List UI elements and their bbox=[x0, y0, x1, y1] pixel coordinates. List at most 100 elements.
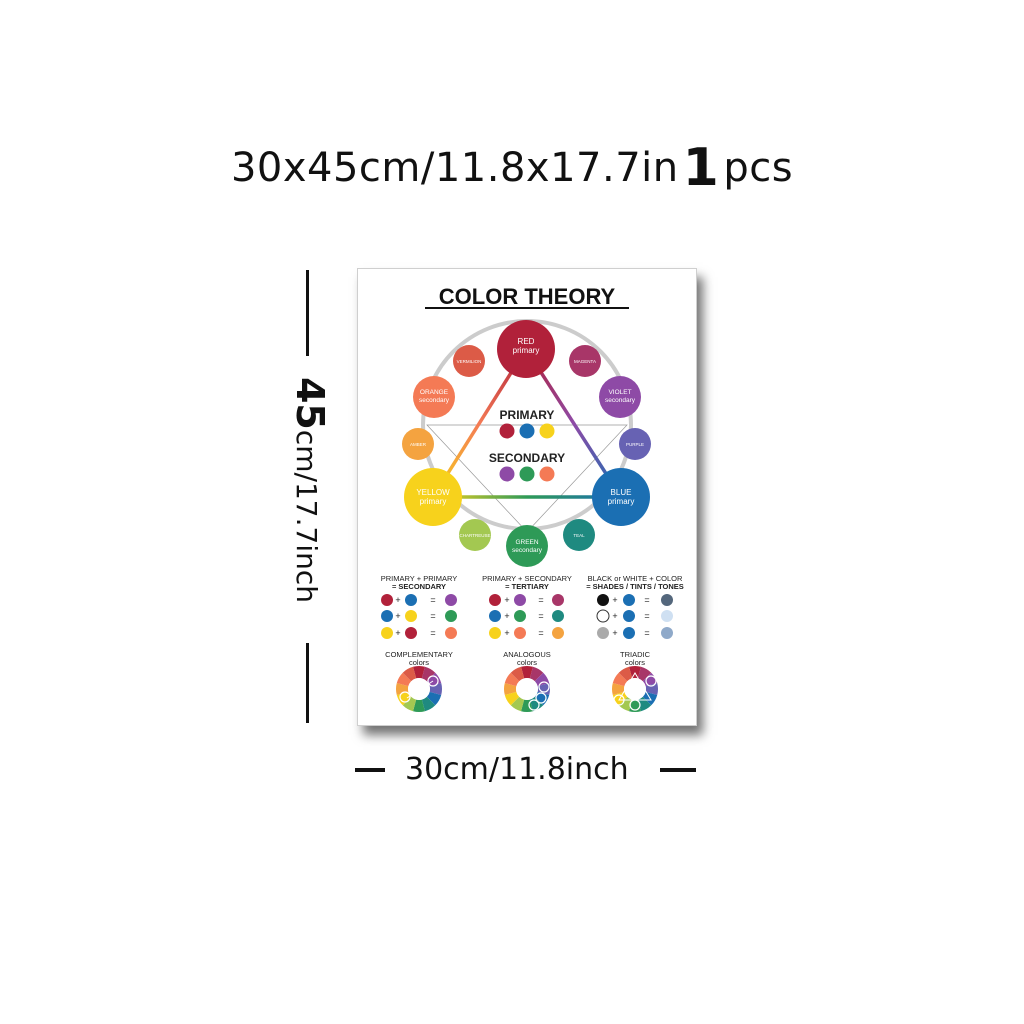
height-text: cm/17.7inch bbox=[290, 429, 323, 604]
wheel-segment-chartreuse bbox=[402, 696, 417, 712]
green-type: secondary bbox=[512, 547, 543, 554]
svg-text:=: = bbox=[644, 611, 649, 621]
wheel-segment-vermilion bbox=[402, 666, 417, 682]
svg-text:+: + bbox=[395, 628, 400, 638]
svg-text:+: + bbox=[395, 611, 400, 621]
wheel-segment-yellow bbox=[504, 691, 520, 706]
triadic-label: TRIADIC bbox=[620, 650, 651, 659]
analogous-label: ANALOGOUS bbox=[503, 650, 551, 659]
secondary-swatch-green bbox=[519, 466, 535, 482]
svg-text:=: = bbox=[644, 595, 649, 605]
wheel-segment-blue bbox=[426, 691, 442, 706]
width-dimension-line-left bbox=[355, 768, 385, 772]
mixing-secondary: PRIMARY + PRIMARY = SECONDARY + = + = + = bbox=[381, 574, 457, 639]
wheel-segment-amber bbox=[504, 683, 517, 695]
mixing-tertiary-line1: PRIMARY + SECONDARY bbox=[482, 574, 572, 583]
complementary-label: COMPLEMENTARY bbox=[385, 650, 453, 659]
secondary-label: SECONDARY bbox=[489, 451, 565, 465]
primary-swatch-red bbox=[499, 423, 515, 439]
wheel-center bbox=[624, 678, 646, 700]
svg-text:+: + bbox=[612, 611, 617, 621]
secondary-swatch-violet bbox=[499, 466, 515, 482]
svg-text:=: = bbox=[538, 628, 543, 638]
green-name: GREEN bbox=[515, 539, 538, 546]
orange-type: secondary bbox=[419, 397, 450, 404]
wheel-segment-teal bbox=[421, 696, 436, 712]
blue-name: BLUE bbox=[611, 488, 632, 497]
triadic-sub: colors bbox=[625, 658, 645, 667]
wheel-segment-vermilion bbox=[510, 666, 525, 682]
primary-swatch-yellow bbox=[539, 423, 555, 439]
height-dimension-label: 45cm/17.7inch bbox=[288, 377, 332, 603]
red-primary-circle bbox=[497, 320, 555, 378]
analogous-markers bbox=[528, 681, 550, 711]
width-dimension-label: 30cm/11.8inch bbox=[405, 752, 629, 787]
teal-tertiary-circle bbox=[563, 519, 595, 551]
edge-red-yellow bbox=[431, 348, 528, 498]
chartreuse-name: CHARTREUSE bbox=[460, 533, 491, 538]
quantity-number: 1 bbox=[682, 138, 720, 198]
vermilion-tertiary-circle bbox=[453, 345, 485, 377]
wheel-segment-orange bbox=[612, 672, 628, 687]
svg-text:+: + bbox=[612, 595, 617, 605]
wheel-segment-red bbox=[521, 666, 533, 679]
wheel-segment-vermilion bbox=[618, 666, 633, 682]
svg-text:=: = bbox=[430, 595, 435, 605]
complementary-markers bbox=[399, 675, 439, 703]
yellow-name: YELLOW bbox=[416, 488, 450, 497]
purple-name: PURPLE bbox=[626, 442, 644, 447]
svg-text:=: = bbox=[538, 595, 543, 605]
blue-type: primary bbox=[608, 497, 635, 506]
red-type: primary bbox=[513, 346, 540, 355]
yellow-primary-circle bbox=[404, 468, 462, 526]
svg-text:=: = bbox=[644, 628, 649, 638]
analogous-sub: colors bbox=[517, 658, 537, 667]
triadic-markers bbox=[613, 672, 657, 711]
vermilion-name: VERMILION bbox=[457, 359, 482, 364]
color-theory-poster: COLOR THEORY RED primary BLUE primary YE… bbox=[357, 268, 697, 726]
complementary-wheel bbox=[395, 665, 442, 712]
product-size-header: 30x45cm/11.8x17.7in1 pcs bbox=[0, 138, 1024, 198]
teal-name: TEAL bbox=[573, 533, 585, 538]
svg-text:+: + bbox=[395, 595, 400, 605]
height-dimension-line-top bbox=[306, 270, 309, 356]
size-text: 30x45cm/11.8x17.7in bbox=[230, 145, 679, 191]
blue-primary-circle bbox=[592, 468, 650, 526]
purple-tertiary-circle bbox=[619, 428, 651, 460]
poster-title: COLOR THEORY bbox=[439, 284, 616, 309]
mixing-tertiary-line2: = TERTIARY bbox=[505, 582, 549, 591]
wheel-center bbox=[516, 678, 538, 700]
svg-text:=: = bbox=[430, 611, 435, 621]
analogous-wheel bbox=[504, 666, 550, 713]
red-name: RED bbox=[518, 337, 535, 346]
wheel-segment-magenta bbox=[529, 666, 544, 682]
mixing-shades-line2: = SHADES / TINTS / TONES bbox=[586, 582, 684, 591]
complementary-sub: colors bbox=[409, 658, 429, 667]
wheel-center bbox=[408, 678, 430, 700]
violet-name: VIOLET bbox=[608, 389, 631, 396]
wheel-segment-orange bbox=[504, 672, 520, 687]
wheel-segment-red bbox=[413, 665, 425, 679]
mixing-shades: BLACK or WHITE + COLOR = SHADES / TINTS … bbox=[586, 574, 684, 639]
mixing-secondary-line1: PRIMARY + PRIMARY bbox=[381, 574, 457, 583]
magenta-tertiary-circle bbox=[569, 345, 601, 377]
svg-text:+: + bbox=[504, 611, 509, 621]
primary-label: PRIMARY bbox=[500, 408, 555, 422]
svg-text:=: = bbox=[430, 628, 435, 638]
svg-text:+: + bbox=[504, 628, 509, 638]
chartreuse-tertiary-circle bbox=[459, 519, 491, 551]
green-secondary-circle bbox=[506, 525, 548, 567]
wheel-segment-magenta bbox=[421, 666, 436, 682]
width-dimension-line-right bbox=[660, 768, 696, 772]
mixing-tertiary: PRIMARY + SECONDARY = TERTIARY + = + = + = bbox=[482, 574, 572, 639]
svg-text:+: + bbox=[504, 595, 509, 605]
quantity-unit: pcs bbox=[723, 145, 794, 191]
wheel-segment-purple bbox=[537, 683, 550, 695]
violet-type: secondary bbox=[605, 397, 636, 404]
mixing-shades-line1: BLACK or WHITE + COLOR bbox=[588, 574, 683, 583]
magenta-name: MAGENTA bbox=[574, 359, 596, 364]
violet-secondary-circle bbox=[599, 376, 641, 418]
wheel-segment-chartreuse bbox=[510, 696, 525, 712]
wheel-segment-amber bbox=[612, 683, 625, 695]
orange-secondary-circle bbox=[413, 376, 455, 418]
